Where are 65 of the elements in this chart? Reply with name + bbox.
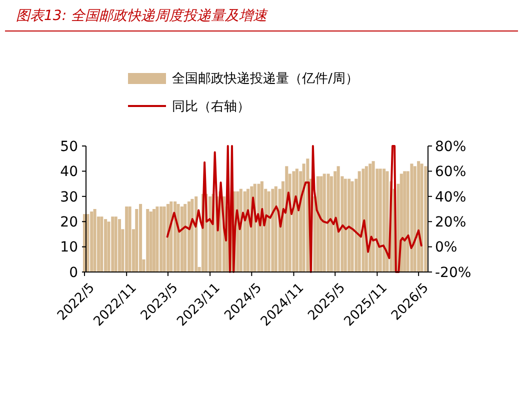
bar <box>420 164 424 272</box>
bar <box>100 216 104 272</box>
bar <box>125 206 128 272</box>
bar <box>208 196 212 272</box>
y2-tick-label: 60% <box>435 164 466 180</box>
legend-label: 同比（右轴） <box>172 100 250 115</box>
bar <box>417 161 420 272</box>
chart-title: 图表13: 全国邮政快递周度投递量及增速 <box>16 8 268 24</box>
line-series <box>166 145 422 273</box>
bar <box>257 184 260 272</box>
bar <box>316 176 320 272</box>
bar <box>146 209 150 272</box>
bar <box>350 181 354 272</box>
bar <box>190 198 194 272</box>
bar <box>152 209 156 272</box>
bar <box>118 219 122 272</box>
bar <box>292 171 296 272</box>
bar <box>295 168 298 272</box>
y-tick-label: 20 <box>60 214 78 230</box>
y-tick-label: 40 <box>60 164 78 180</box>
bar <box>322 174 326 272</box>
bar <box>114 216 118 272</box>
bar <box>348 178 351 272</box>
bar <box>410 164 414 272</box>
bar <box>368 164 372 272</box>
bar <box>372 161 375 272</box>
bar <box>93 209 96 272</box>
bar <box>176 204 180 272</box>
bar <box>326 174 330 272</box>
bar <box>424 166 428 272</box>
y2-tick-label: 40% <box>435 189 466 206</box>
y-tick-label: 50 <box>60 138 78 155</box>
bar <box>160 206 163 272</box>
bar <box>184 204 187 272</box>
bar <box>243 191 246 272</box>
y-tick-label: 0 <box>69 264 78 281</box>
bar <box>274 186 278 272</box>
bar <box>358 171 361 272</box>
bar <box>344 178 347 272</box>
y2-tick-label: 0% <box>435 240 458 256</box>
y2-tick-label: 80% <box>435 138 466 155</box>
y-tick-label: 10 <box>60 240 78 256</box>
bar <box>320 176 323 272</box>
y2-tick-label: 20% <box>435 214 466 230</box>
bar <box>90 212 94 272</box>
bar <box>271 188 274 272</box>
bar <box>187 201 191 272</box>
bar <box>382 168 386 272</box>
bar <box>104 219 108 272</box>
bar <box>403 171 406 272</box>
bar <box>139 204 142 272</box>
bar <box>267 191 270 272</box>
y2-tick-label: -20% <box>435 264 472 281</box>
bar <box>336 166 340 272</box>
bar <box>111 216 114 272</box>
bar <box>162 206 166 272</box>
bar <box>149 212 152 272</box>
bar <box>156 206 159 272</box>
bar <box>128 206 132 272</box>
bar <box>386 171 389 272</box>
y-tick-label: 30 <box>60 189 78 206</box>
bar <box>180 206 184 272</box>
bar <box>378 168 382 272</box>
bar <box>362 168 365 272</box>
legend-label: 全国邮政快递投递量（亿件/周） <box>172 72 358 87</box>
